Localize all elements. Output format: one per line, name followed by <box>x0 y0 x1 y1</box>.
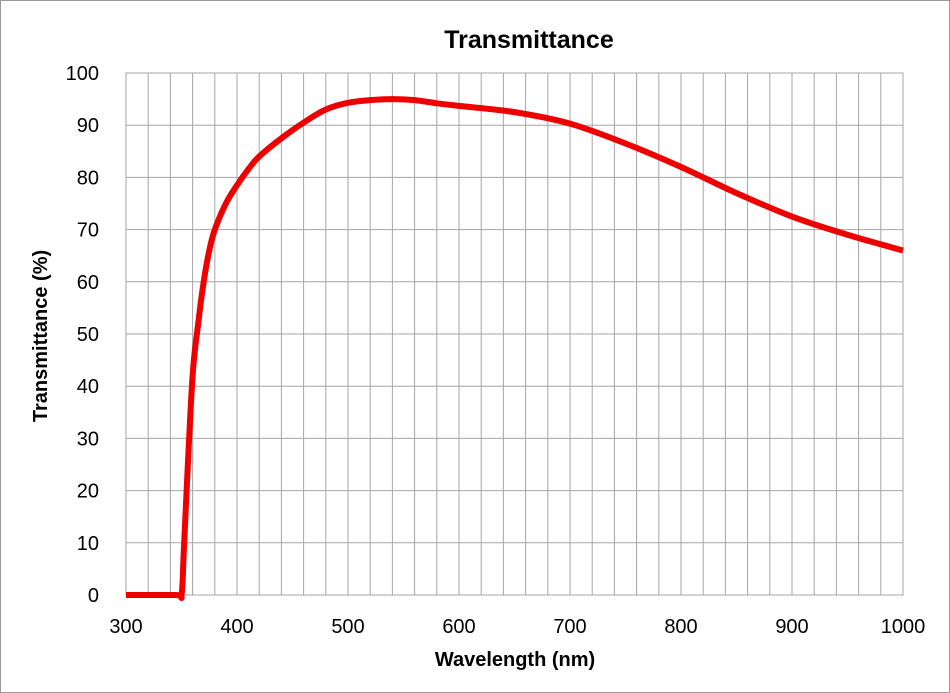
x-tick-label: 500 <box>331 616 364 638</box>
y-tick-label: 60 <box>77 272 99 294</box>
chart-title: Transmittance <box>444 26 614 54</box>
y-tick-label: 20 <box>77 481 99 503</box>
transmittance-series-line <box>126 96 904 602</box>
y-tick-label: 10 <box>77 533 99 555</box>
y-tick-label: 0 <box>88 585 99 607</box>
y-tick-label: 40 <box>77 376 99 398</box>
series-layer <box>126 96 904 602</box>
x-tick-label: 900 <box>775 616 808 638</box>
y-tick-label: 90 <box>77 115 99 137</box>
x-tick-label: 1000 <box>881 616 926 638</box>
x-tick-label: 700 <box>553 616 586 638</box>
x-tick-label: 300 <box>109 616 142 638</box>
grid <box>125 72 904 596</box>
tick-labels: 300 400 500 600 700 800 900 1000 0 10 20 30 40 50 60 70… <box>66 63 926 638</box>
y-tick-label: 100 <box>66 63 99 85</box>
plot-border <box>125 72 904 596</box>
y-axis-title: Transmittance (%) <box>30 250 52 422</box>
y-tick-label: 80 <box>77 167 99 189</box>
x-tick-label: 600 <box>442 616 475 638</box>
x-axis-title: Wavelength (nm) <box>435 649 595 671</box>
x-tick-label: 400 <box>220 616 253 638</box>
y-tick-label: 30 <box>77 428 99 450</box>
y-tick-label: 70 <box>77 220 99 242</box>
y-tick-label: 50 <box>77 324 99 346</box>
x-tick-label: 800 <box>664 616 697 638</box>
